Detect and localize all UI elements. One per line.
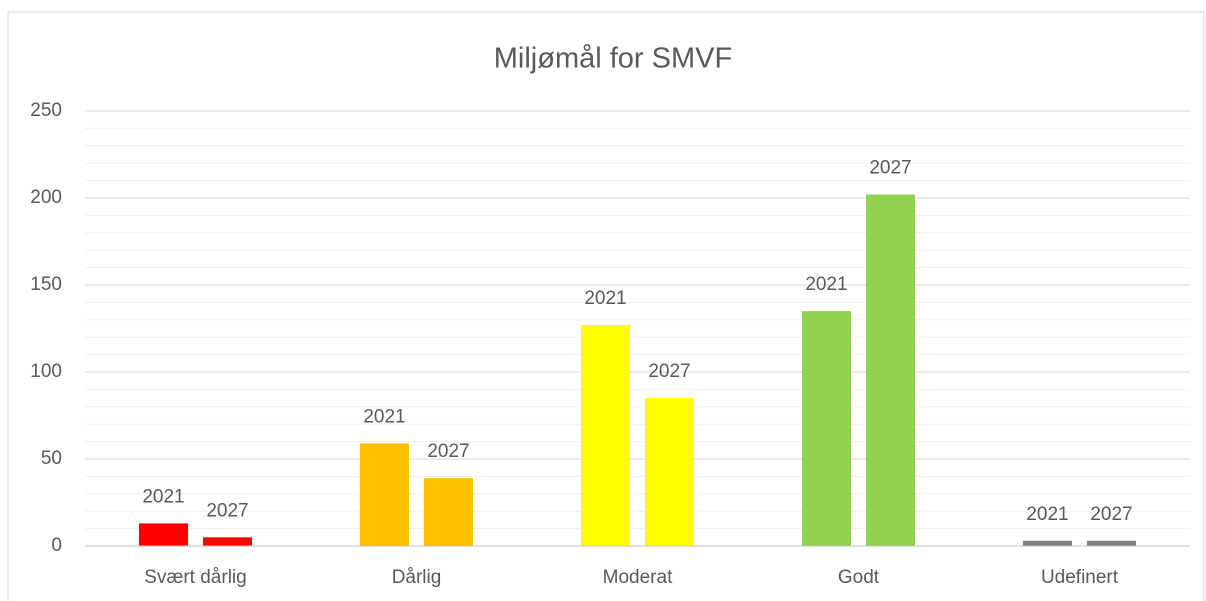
x-tick-label: Dårlig (392, 567, 442, 588)
x-tick-label: Moderat (603, 567, 673, 588)
y-tick-label: 50 (41, 448, 62, 469)
data-label: 2027 (427, 441, 469, 462)
bar (866, 194, 915, 546)
data-label: 2027 (1090, 504, 1132, 525)
bar (802, 311, 851, 546)
bar (1023, 540, 1072, 546)
y-tick-label: 100 (30, 361, 62, 382)
x-tick-label: Udefinert (1041, 567, 1119, 588)
data-label: 2027 (648, 361, 690, 382)
y-tick-label: 250 (30, 100, 62, 121)
chart-title: Miljømål for SMVF (494, 43, 732, 75)
data-label: 2021 (805, 274, 847, 295)
bar (139, 523, 188, 546)
bar (581, 325, 630, 546)
data-label: 2027 (206, 500, 248, 521)
data-label: 2021 (363, 406, 405, 427)
bar (424, 478, 473, 546)
data-label: 2021 (584, 288, 626, 309)
data-label: 2021 (142, 486, 184, 507)
bar (203, 537, 252, 546)
bar (1087, 540, 1136, 546)
y-tick-label: 0 (51, 535, 62, 556)
bar (645, 398, 694, 546)
bar (360, 443, 409, 546)
x-tick-label: Svært dårlig (144, 567, 246, 588)
y-tick-label: 200 (30, 187, 62, 208)
x-tick-label: Godt (838, 567, 880, 588)
data-label: 2021 (1026, 504, 1068, 525)
y-tick-label: 150 (30, 274, 62, 295)
data-label: 2027 (869, 158, 911, 179)
